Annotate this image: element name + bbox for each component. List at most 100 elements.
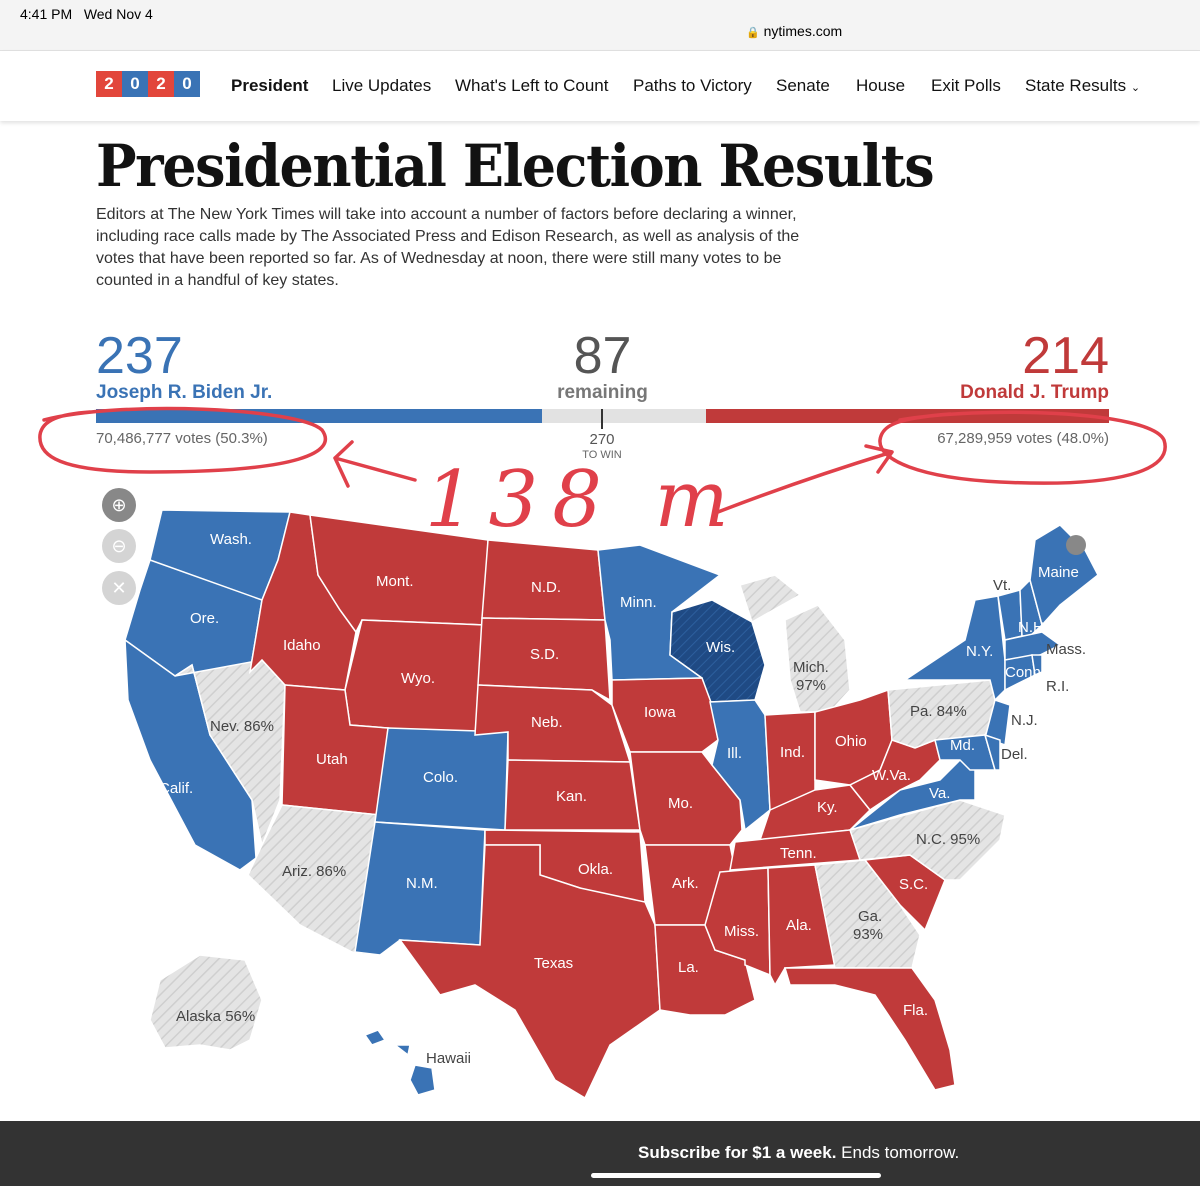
label-minn: Minn. — [620, 594, 657, 611]
state-north-carolina[interactable] — [849, 799, 1006, 881]
zoom-in-icon: ⊕ — [111, 494, 127, 515]
intro-paragraph: Editors at The New York Times will take … — [96, 206, 800, 289]
nav-paths-to-victory[interactable]: Paths to Victory — [633, 76, 752, 95]
label-nd: N.D. — [531, 579, 561, 596]
nav-state-results[interactable]: State Results ⌄ — [1025, 76, 1140, 96]
label-nj: N.J. — [1011, 712, 1038, 729]
logo-digit: 0 — [122, 71, 148, 97]
label-wash: Wash. — [210, 531, 252, 548]
label-ind: Ind. — [780, 744, 805, 761]
state-iowa[interactable] — [611, 677, 719, 753]
label-ga: Ga. — [858, 908, 882, 925]
logo-digit: 2 — [148, 71, 174, 97]
state-michigan[interactable] — [784, 604, 851, 713]
nav-senate[interactable]: Senate — [776, 76, 830, 95]
label-mont: Mont. — [376, 573, 414, 590]
state-michigan-upper[interactable] — [739, 574, 802, 624]
state-hawaii[interactable] — [363, 1029, 436, 1096]
label-ny: N.Y. — [966, 643, 993, 660]
biden-name: Joseph R. Biden Jr. — [96, 382, 273, 403]
subscribe-text[interactable]: Subscribe for $1 a week. Ends tomorrow. — [638, 1143, 959, 1163]
state-florida[interactable] — [783, 967, 956, 1091]
label-ore: Ore. — [190, 610, 219, 627]
state-rhode-island[interactable] — [1031, 654, 1043, 677]
label-nc: N.C. 95% — [916, 831, 980, 848]
label-fla: Fla. — [903, 1002, 928, 1019]
status-time: 4:41 PM Wed Nov 4 — [20, 6, 153, 22]
remaining-number: 87 — [573, 327, 632, 385]
label-ill: Ill. — [727, 745, 742, 762]
state-missouri[interactable] — [629, 751, 743, 846]
top-nav: 2 0 2 0 President Live Updates What's Le… — [0, 51, 1200, 121]
remaining-electoral-votes: 87 — [0, 330, 1200, 382]
label-ga-pct: 93% — [853, 926, 883, 943]
label-colo: Colo. — [423, 769, 458, 786]
label-mich-pct: 97% — [796, 677, 826, 694]
address-bar[interactable]: 🔒 nytimes.com — [746, 23, 842, 39]
state-massachusetts[interactable] — [1004, 631, 1062, 661]
label-wva: W.Va. — [872, 767, 911, 784]
logo-digit: 0 — [174, 71, 200, 97]
subscribe-deadline: Ends tomorrow. — [836, 1143, 960, 1162]
logo-digit: 2 — [96, 71, 122, 97]
label-iowa: Iowa — [644, 704, 676, 721]
remaining-label-text: remaining — [557, 382, 648, 403]
nav-president[interactable]: President — [231, 76, 309, 95]
label-miss: Miss. — [724, 923, 759, 940]
label-wis: Wis. — [706, 639, 735, 656]
subscribe-banner[interactable]: Subscribe for $1 a week. Ends tomorrow. — [0, 1121, 1200, 1186]
state-illinois[interactable] — [709, 699, 771, 832]
trump-name: Donald J. Trump — [960, 382, 1109, 403]
label-hawaii: Hawaii — [426, 1050, 471, 1067]
label-vt: Vt. — [993, 577, 1011, 594]
label-del: Del. — [1001, 746, 1028, 763]
close-icon: ✕ — [111, 577, 127, 598]
label-alaska: Alaska 56% — [176, 1008, 255, 1025]
label-idaho: Idaho — [283, 637, 321, 654]
state-new-hampshire[interactable] — [1019, 578, 1043, 637]
nav-house[interactable]: House — [856, 76, 906, 95]
label-tenn: Tenn. — [780, 845, 817, 862]
map-labels: Wash. Ore. Calif. Nev. 86% Idaho Mont. W… — [159, 531, 1086, 1067]
remaining-bar-segment — [542, 409, 707, 423]
election-2020-logo[interactable]: 2 0 2 0 — [96, 71, 200, 97]
state-south-dakota[interactable] — [477, 617, 611, 702]
zoom-out-icon: ⊖ — [111, 535, 127, 556]
state-alaska[interactable] — [149, 954, 263, 1051]
to-win-label: TO WIN — [582, 449, 622, 461]
nav-exit-polls[interactable]: Exit Polls — [931, 76, 1001, 95]
state-new-jersey[interactable] — [984, 699, 1011, 747]
nav-whats-left[interactable]: What's Left to Count — [455, 76, 609, 95]
zoom-out-button[interactable]: ⊖ — [102, 529, 136, 563]
nav-state-results-label: State Results — [1025, 76, 1127, 95]
status-bar: 4:41 PM Wed Nov 4 🔒 nytimes.com — [0, 0, 1200, 51]
label-va: Va. — [929, 785, 950, 802]
label-ariz: Ariz. 86% — [282, 863, 346, 880]
label-mich: Mich. — [793, 659, 829, 676]
nav-live-updates[interactable]: Live Updates — [332, 76, 432, 95]
zoom-in-button[interactable]: ⊕ — [102, 488, 136, 522]
label-kan: Kan. — [556, 788, 587, 805]
home-indicator[interactable] — [591, 1173, 881, 1178]
label-utah: Utah — [316, 751, 348, 768]
label-sd: S.D. — [530, 646, 559, 663]
label-pa: Pa. 84% — [910, 703, 967, 720]
state-new-york[interactable] — [902, 595, 1006, 702]
label-ala: Ala. — [786, 917, 812, 934]
to-win-marker — [601, 409, 603, 429]
date: Wed Nov 4 — [83, 6, 153, 22]
label-ky: Ky. — [817, 799, 838, 816]
label-okla: Okla. — [578, 861, 613, 878]
clock: 4:41 PM — [20, 6, 73, 22]
subscribe-offer: Subscribe for $1 a week. — [638, 1143, 837, 1162]
remaining-label: remaining — [0, 382, 1200, 404]
state-texas[interactable] — [398, 844, 661, 1100]
lock-icon: 🔒 — [746, 27, 760, 39]
label-mass: Mass. — [1046, 641, 1086, 658]
label-mo: Mo. — [668, 795, 693, 812]
chevron-down-icon: ⌄ — [1130, 82, 1141, 94]
reset-map-button[interactable]: ✕ — [102, 571, 136, 605]
state-delaware[interactable] — [983, 733, 1001, 771]
url-text: nytimes.com — [763, 23, 843, 39]
